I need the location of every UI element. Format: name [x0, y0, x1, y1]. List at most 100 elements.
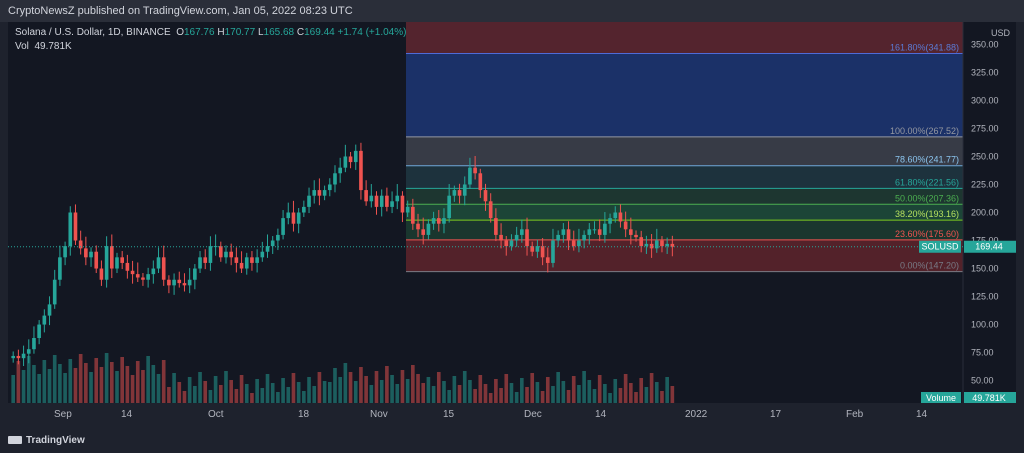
- volume-bar: [359, 367, 363, 403]
- volume-bar: [582, 371, 586, 403]
- volume-bar: [255, 379, 259, 403]
- candle-body: [353, 150, 358, 163]
- fib-band: [406, 239, 963, 272]
- candle-body: [125, 262, 130, 271]
- candle-body: [156, 257, 161, 269]
- volume-bar: [540, 391, 545, 403]
- candle-body: [198, 257, 202, 269]
- candle-body: [52, 279, 57, 305]
- volume-bar: [94, 358, 99, 403]
- candle-body: [244, 257, 249, 269]
- volume-bar: [649, 373, 654, 403]
- candle-body: [239, 262, 244, 269]
- candle-body: [94, 251, 99, 269]
- candle-body: [654, 240, 659, 249]
- volume-bar: [514, 392, 519, 403]
- candle-body: [182, 283, 187, 286]
- candle-body: [208, 246, 213, 263]
- volume-bar: [629, 383, 633, 403]
- price-tick-label: 225.00: [971, 179, 999, 189]
- time-tick-label: 15: [443, 409, 455, 420]
- volume-badge-bg: [921, 392, 961, 403]
- candle-body: [644, 243, 649, 247]
- candle-body: [32, 338, 36, 350]
- footer-bar: TradingView: [0, 426, 1024, 453]
- candle-body: [436, 218, 441, 224]
- volume-bar: [151, 365, 156, 403]
- volume-bar: [239, 375, 244, 403]
- volume-bar: [478, 375, 483, 403]
- price-tick-label: 75.00: [971, 348, 994, 358]
- currency-label[interactable]: USD: [991, 28, 1011, 38]
- candle-body: [73, 212, 78, 241]
- price-tick-label: 125.00: [971, 292, 999, 302]
- candle-body: [603, 223, 607, 235]
- candle-body: [395, 195, 400, 202]
- volume-bar: [374, 371, 379, 403]
- candle-body: [488, 201, 493, 219]
- low-value: 165.68: [263, 27, 295, 38]
- volume-bar: [400, 370, 405, 403]
- candle-body: [540, 246, 545, 258]
- candle-body: [411, 206, 415, 224]
- volume-bar: [639, 378, 644, 403]
- candle-body: [545, 257, 550, 263]
- volume-bar: [416, 374, 420, 403]
- candle-body: [483, 190, 488, 202]
- volume-bar: [302, 391, 306, 403]
- candle-body: [203, 257, 208, 263]
- candle-body: [120, 257, 125, 263]
- candle-body: [11, 355, 16, 359]
- candle-body: [338, 167, 342, 174]
- volume-bar: [494, 379, 498, 403]
- volume-bar: [556, 372, 560, 403]
- volume-bar: [462, 371, 467, 403]
- candle-body: [167, 279, 171, 286]
- volume-bar: [608, 393, 612, 403]
- volume-bar: [447, 390, 451, 403]
- volume-bar: [333, 368, 337, 403]
- volume-bar: [379, 380, 384, 403]
- volume-bar: [457, 385, 462, 403]
- volume-bar: [276, 392, 280, 403]
- candle-body: [577, 240, 581, 247]
- fib-level-label: 100.00%(267.52): [890, 126, 959, 136]
- volume-bar: [63, 373, 67, 403]
- volume-bar: [286, 387, 291, 403]
- candle-body: [312, 190, 317, 196]
- chart-pane[interactable]: 161.80%(341.88) 100.00%(267.52) 78.60%(241…: [8, 22, 1016, 403]
- candle-body: [359, 150, 363, 191]
- candle-body: [400, 195, 405, 213]
- candle-body: [104, 246, 109, 280]
- fib-level-label: 0.00%(147.20): [900, 261, 959, 271]
- candle-body: [447, 195, 451, 219]
- candle-body: [151, 268, 156, 275]
- candle-body: [333, 173, 337, 185]
- brand-name: TradingView: [26, 435, 85, 446]
- symbol-legend: Solana / U.S. Dollar, 1D, BINANCE O167.7…: [15, 27, 406, 38]
- volume-bar: [483, 384, 488, 403]
- volume-bar: [317, 372, 322, 403]
- volume-bar: [11, 375, 16, 403]
- tradingview-logo[interactable]: TradingView: [8, 435, 85, 446]
- volume-bar: [291, 373, 296, 403]
- time-tick-label: 14: [916, 409, 928, 420]
- candle-body: [571, 240, 576, 247]
- candle-body: [109, 246, 114, 269]
- time-tick-label: Sep: [54, 409, 72, 420]
- candle-body: [442, 218, 446, 224]
- price-chart[interactable]: 161.80%(341.88) 100.00%(267.52) 78.60%(241…: [8, 22, 1016, 403]
- candle-body: [634, 234, 638, 238]
- candle-body: [623, 221, 628, 230]
- volume-bar: [509, 383, 514, 403]
- volume-bar: [307, 377, 311, 403]
- volume-bar: [146, 356, 150, 403]
- candle-body: [431, 218, 436, 224]
- candle-body: [582, 234, 586, 241]
- volume-bar: [603, 384, 607, 403]
- price-tick-label: 100.00: [971, 320, 999, 330]
- volume-badge-label: Volume: [926, 393, 956, 403]
- close-value: 169.44: [304, 27, 335, 38]
- time-axis[interactable]: Sep 14 Oct 18 Nov 15 Dec 14 2022 17 Feb 14: [8, 403, 1016, 425]
- volume-bar: [338, 377, 342, 403]
